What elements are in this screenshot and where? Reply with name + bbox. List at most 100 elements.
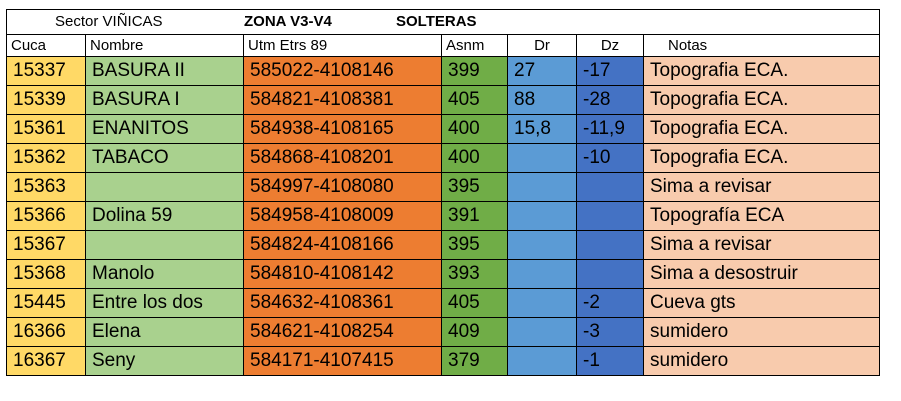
cell-notas[interactable]: Topografía ECA xyxy=(643,201,880,231)
cell-dz[interactable] xyxy=(576,201,644,231)
cell-dr[interactable] xyxy=(507,143,577,173)
cell-cuca[interactable]: 15367 xyxy=(6,230,86,260)
cell-notas[interactable]: sumidero xyxy=(643,346,880,376)
cell-notas[interactable]: Cueva gts xyxy=(643,288,880,318)
sector-title: Sector VIÑICAS xyxy=(55,13,163,30)
cell-dr[interactable]: 15,8 xyxy=(507,114,577,144)
table-row: 15363 584997-4108080 395 Sima a revisar xyxy=(6,172,880,202)
cell-utm[interactable]: 585022-4108146 xyxy=(243,56,442,86)
header-asnm[interactable]: Asnm xyxy=(441,34,508,57)
cell-cuca[interactable]: 15366 xyxy=(6,201,86,231)
cell-nombre[interactable] xyxy=(85,230,244,260)
cell-notas[interactable]: Topografia ECA. xyxy=(643,56,880,86)
cell-notas[interactable]: Sima a revisar xyxy=(643,172,880,202)
cell-notas[interactable]: Sima a desostruir xyxy=(643,259,880,289)
cell-utm[interactable]: 584958-4108009 xyxy=(243,201,442,231)
title-row: Sector VIÑICAS ZONA V3-V4 SOLTERAS xyxy=(6,9,880,35)
cell-asnm[interactable]: 409 xyxy=(441,317,508,347)
cell-nombre[interactable]: BASURA I xyxy=(85,85,244,115)
cell-nombre[interactable]: TABACO xyxy=(85,143,244,173)
cell-nombre[interactable]: Elena xyxy=(85,317,244,347)
header-notas[interactable]: Notas xyxy=(643,34,880,57)
cell-dr[interactable] xyxy=(507,230,577,260)
header-dr[interactable]: Dr xyxy=(507,34,577,57)
cell-dr[interactable] xyxy=(507,317,577,347)
cell-asnm[interactable]: 399 xyxy=(441,56,508,86)
cell-dz[interactable] xyxy=(576,172,644,202)
table-row: 16367 Seny 584171-4107415 379 -1 sumidero xyxy=(6,346,880,376)
cell-cuca[interactable]: 15362 xyxy=(6,143,86,173)
cell-utm[interactable]: 584171-4107415 xyxy=(243,346,442,376)
table-row: 15361 ENANITOS 584938-4108165 400 15,8 -11,9 T… xyxy=(6,114,880,144)
cell-nombre[interactable]: ENANITOS xyxy=(85,114,244,144)
cell-asnm[interactable]: 400 xyxy=(441,143,508,173)
cell-utm[interactable]: 584938-4108165 xyxy=(243,114,442,144)
cell-notas[interactable]: Sima a revisar xyxy=(643,230,880,260)
cell-dr[interactable]: 27 xyxy=(507,56,577,86)
cell-cuca[interactable]: 15339 xyxy=(6,85,86,115)
cell-utm[interactable]: 584621-4108254 xyxy=(243,317,442,347)
cell-cuca[interactable]: 16366 xyxy=(6,317,86,347)
cell-asnm[interactable]: 379 xyxy=(441,346,508,376)
cell-asnm[interactable]: 393 xyxy=(441,259,508,289)
cell-utm[interactable]: 584632-4108361 xyxy=(243,288,442,318)
cell-notas[interactable]: Topografia ECA. xyxy=(643,143,880,173)
cell-utm[interactable]: 584997-4108080 xyxy=(243,172,442,202)
cell-notas[interactable]: Topografia ECA. xyxy=(643,85,880,115)
cell-nombre[interactable]: BASURA II xyxy=(85,56,244,86)
cell-utm[interactable]: 584821-4108381 xyxy=(243,85,442,115)
cell-asnm[interactable]: 395 xyxy=(441,172,508,202)
cell-cuca[interactable]: 15337 xyxy=(6,56,86,86)
cell-nombre[interactable]: Entre los dos xyxy=(85,288,244,318)
cell-dz[interactable]: -10 xyxy=(576,143,644,173)
cell-utm[interactable]: 584868-4108201 xyxy=(243,143,442,173)
cell-asnm[interactable]: 395 xyxy=(441,230,508,260)
cell-dr[interactable] xyxy=(507,201,577,231)
cell-dz[interactable]: -11,9 xyxy=(576,114,644,144)
cell-dr[interactable] xyxy=(507,259,577,289)
table-row: 16366 Elena 584621-4108254 409 -3 sumidero xyxy=(6,317,880,347)
cell-asnm[interactable]: 405 xyxy=(441,85,508,115)
cell-dr[interactable] xyxy=(507,346,577,376)
header-row: Cuca Nombre Utm Etrs 89 Asnm Dr Dz Notas xyxy=(6,34,880,57)
cell-asnm[interactable]: 391 xyxy=(441,201,508,231)
cell-dz[interactable]: -3 xyxy=(576,317,644,347)
cell-dz[interactable]: -17 xyxy=(576,56,644,86)
table-row: 15337 BASURA II 585022-4108146 399 27 -17 Topo… xyxy=(6,56,880,86)
cell-asnm[interactable]: 400 xyxy=(441,114,508,144)
table-row: 15366 Dolina 59 584958-4108009 391 Topografí… xyxy=(6,201,880,231)
cell-cuca[interactable]: 15363 xyxy=(6,172,86,202)
cell-notas[interactable]: Topografia ECA. xyxy=(643,114,880,144)
header-nombre[interactable]: Nombre xyxy=(85,34,244,57)
cell-cuca[interactable]: 15368 xyxy=(6,259,86,289)
cell-utm[interactable]: 584810-4108142 xyxy=(243,259,442,289)
cell-nombre[interactable] xyxy=(85,172,244,202)
table-row: 15362 TABACO 584868-4108201 400 -10 Topografi… xyxy=(6,143,880,173)
header-cuca[interactable]: Cuca xyxy=(6,34,86,57)
table-row: 15339 BASURA I 584821-4108381 405 88 -28 Topog… xyxy=(6,85,880,115)
cell-dz[interactable]: -1 xyxy=(576,346,644,376)
cell-dz[interactable]: -28 xyxy=(576,85,644,115)
cell-nombre[interactable]: Dolina 59 xyxy=(85,201,244,231)
cell-dr[interactable]: 88 xyxy=(507,85,577,115)
title-cell[interactable]: Sector VIÑICAS ZONA V3-V4 SOLTERAS xyxy=(6,9,880,35)
cell-nombre[interactable]: Seny xyxy=(85,346,244,376)
subzona-title: SOLTERAS xyxy=(396,13,477,30)
caves-table: Sector VIÑICAS ZONA V3-V4 SOLTERAS Cuca … xyxy=(6,9,880,376)
cell-dz[interactable] xyxy=(576,259,644,289)
cell-utm[interactable]: 584824-4108166 xyxy=(243,230,442,260)
cell-dr[interactable] xyxy=(507,288,577,318)
table-row: 15445 Entre los dos 584632-4108361 405 -2 Cue… xyxy=(6,288,880,318)
cell-dr[interactable] xyxy=(507,172,577,202)
cell-cuca[interactable]: 15445 xyxy=(6,288,86,318)
cell-dz[interactable] xyxy=(576,230,644,260)
cell-notas[interactable]: sumidero xyxy=(643,317,880,347)
cell-cuca[interactable]: 15361 xyxy=(6,114,86,144)
cell-dz[interactable]: -2 xyxy=(576,288,644,318)
cell-nombre[interactable]: Manolo xyxy=(85,259,244,289)
cell-cuca[interactable]: 16367 xyxy=(6,346,86,376)
header-dz[interactable]: Dz xyxy=(576,34,644,57)
cell-asnm[interactable]: 405 xyxy=(441,288,508,318)
header-utm[interactable]: Utm Etrs 89 xyxy=(243,34,442,57)
